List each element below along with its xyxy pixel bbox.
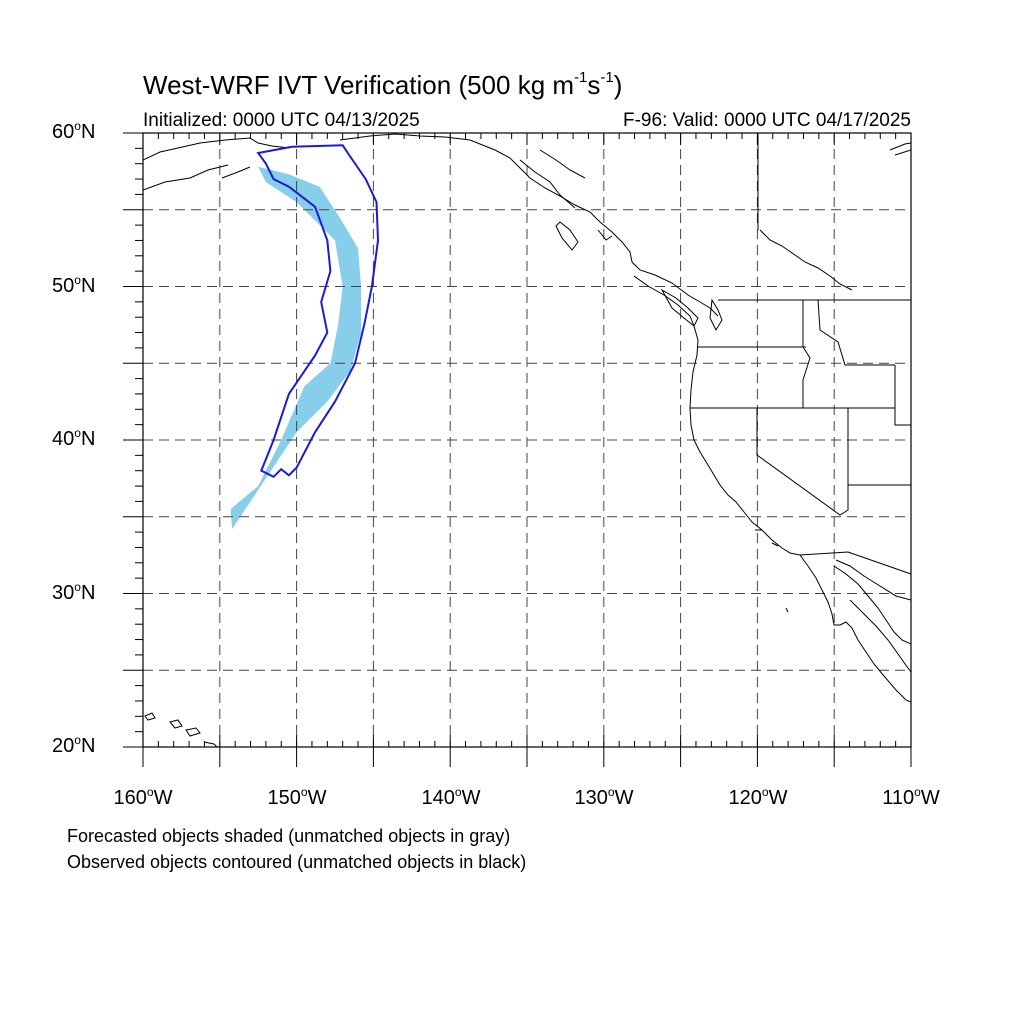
lat-label-50n: 50oN bbox=[52, 273, 96, 297]
init-time-label: Initialized: 0000 UTC 04/13/2025 bbox=[143, 110, 420, 131]
lon-label-130w: 130oW bbox=[574, 785, 634, 809]
lat-lon-grid bbox=[143, 133, 911, 747]
lat-label-60n: 60oN bbox=[52, 119, 96, 143]
valid-time-label: F-96: Valid: 0000 UTC 04/17/2025 bbox=[623, 110, 911, 131]
axis-ticks bbox=[123, 132, 912, 767]
political-borders bbox=[690, 133, 911, 575]
observed-object-contour bbox=[256, 144, 380, 479]
lon-label-120w: 120oW bbox=[728, 785, 788, 809]
observed-objects bbox=[256, 144, 380, 479]
forecast-object-shape bbox=[230, 166, 362, 530]
lon-label-140w: 140oW bbox=[421, 785, 481, 809]
lat-label-30n: 30oN bbox=[52, 580, 96, 604]
lon-label-160w: 160oW bbox=[113, 785, 173, 809]
lat-label-40n: 40oN bbox=[52, 426, 96, 450]
lon-label-110w: 110oW bbox=[882, 785, 940, 809]
forecast-objects bbox=[230, 166, 362, 530]
coastline bbox=[143, 133, 911, 747]
note-observed: Observed objects contoured (unmatched ob… bbox=[67, 852, 527, 872]
lon-label-150w: 150oW bbox=[267, 785, 327, 809]
note-forecast: Forecasted objects shaded (unmatched obj… bbox=[67, 826, 511, 846]
lat-label-20n: 20oN bbox=[52, 733, 96, 757]
plot-title: West-WRF IVT Verification (500 kg m-1s-1… bbox=[143, 69, 623, 100]
